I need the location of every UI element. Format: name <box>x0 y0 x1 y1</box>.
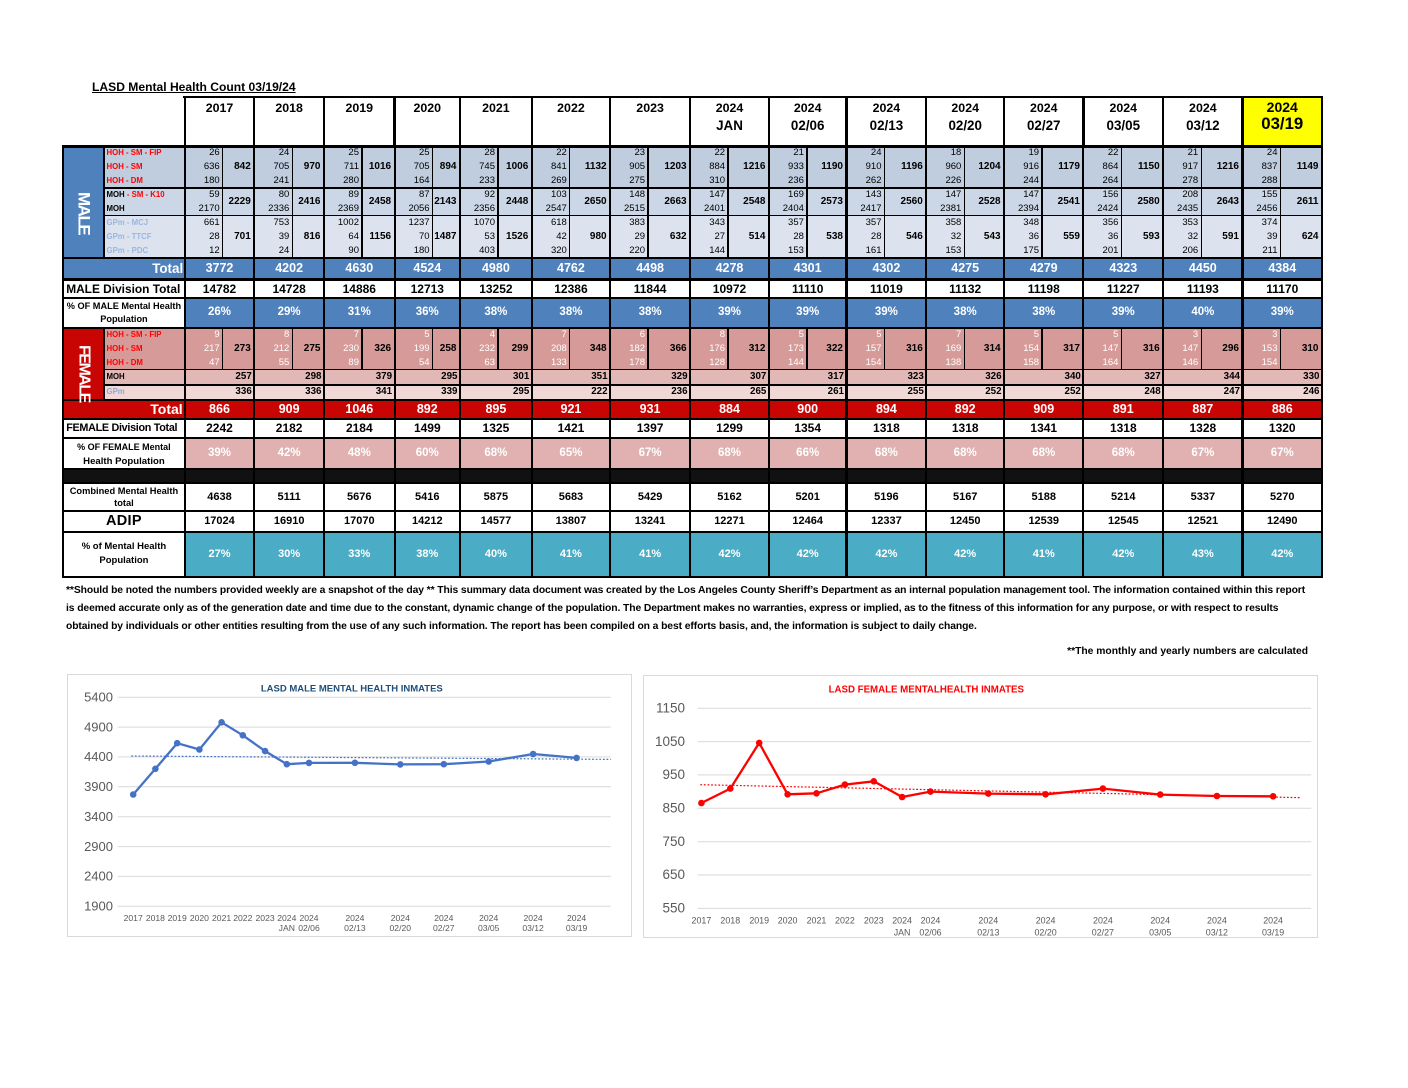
svg-text:2021: 2021 <box>806 916 826 926</box>
svg-text:2024: 2024 <box>978 916 998 926</box>
svg-text:JAN: JAN <box>279 923 295 933</box>
svg-text:1150: 1150 <box>656 701 685 716</box>
svg-text:2024: 2024 <box>1207 916 1227 926</box>
svg-text:2400: 2400 <box>84 868 113 883</box>
svg-text:2024: 2024 <box>346 913 365 923</box>
svg-text:650: 650 <box>662 867 685 882</box>
svg-text:2018: 2018 <box>146 913 165 923</box>
svg-text:4900: 4900 <box>84 719 113 734</box>
svg-text:2018: 2018 <box>720 916 740 926</box>
svg-text:2021: 2021 <box>212 913 231 923</box>
svg-text:2024: 2024 <box>1263 916 1283 926</box>
svg-text:03/12: 03/12 <box>523 923 545 933</box>
svg-text:LASD MALE MENTAL HEALTH INMATE: LASD MALE MENTAL HEALTH INMATES <box>261 683 443 694</box>
svg-text:02/20: 02/20 <box>390 923 412 933</box>
svg-text:02/13: 02/13 <box>344 923 366 933</box>
svg-text:2024: 2024 <box>1150 916 1170 926</box>
svg-text:03/12: 03/12 <box>1205 928 1227 938</box>
svg-text:3900: 3900 <box>84 779 113 794</box>
svg-text:2024: 2024 <box>434 913 453 923</box>
svg-text:1050: 1050 <box>655 734 685 749</box>
svg-text:02/06: 02/06 <box>919 928 941 938</box>
svg-text:2024: 2024 <box>277 913 296 923</box>
svg-text:2024: 2024 <box>300 913 319 923</box>
svg-text:JAN: JAN <box>893 928 910 938</box>
svg-text:2020: 2020 <box>190 913 209 923</box>
svg-text:2022: 2022 <box>233 913 252 923</box>
svg-text:2024: 2024 <box>391 913 410 923</box>
svg-text:1900: 1900 <box>84 898 113 913</box>
svg-text:03/19: 03/19 <box>1262 928 1284 938</box>
svg-text:2024: 2024 <box>524 913 543 923</box>
svg-text:03/05: 03/05 <box>478 923 500 933</box>
svg-text:2019: 2019 <box>749 916 769 926</box>
svg-text:02/27: 02/27 <box>433 923 455 933</box>
svg-text:2024: 2024 <box>892 916 912 926</box>
svg-text:02/13: 02/13 <box>977 928 999 938</box>
svg-text:2024: 2024 <box>1035 916 1055 926</box>
svg-text:5400: 5400 <box>84 689 113 704</box>
svg-text:2020: 2020 <box>777 916 797 926</box>
svg-text:2023: 2023 <box>864 916 884 926</box>
svg-text:03/19: 03/19 <box>566 923 588 933</box>
svg-text:2024: 2024 <box>567 913 586 923</box>
svg-text:2023: 2023 <box>256 913 275 923</box>
svg-text:2019: 2019 <box>168 913 187 923</box>
svg-text:4400: 4400 <box>84 749 113 764</box>
svg-text:550: 550 <box>662 901 685 916</box>
svg-text:2900: 2900 <box>84 838 113 853</box>
svg-text:2017: 2017 <box>124 913 143 923</box>
svg-text:02/06: 02/06 <box>298 923 320 933</box>
svg-text:03/05: 03/05 <box>1149 928 1171 938</box>
svg-text:850: 850 <box>662 801 685 816</box>
svg-text:2017: 2017 <box>691 916 711 926</box>
svg-text:950: 950 <box>662 767 685 782</box>
svg-text:2024: 2024 <box>1093 916 1113 926</box>
svg-text:02/20: 02/20 <box>1034 928 1056 938</box>
svg-text:02/27: 02/27 <box>1091 928 1113 938</box>
svg-text:2024: 2024 <box>479 913 498 923</box>
svg-text:LASD FEMALE MENTALHEALTH INMAT: LASD FEMALE MENTALHEALTH INMATES <box>828 685 1024 696</box>
svg-text:3400: 3400 <box>84 808 113 823</box>
svg-text:2024: 2024 <box>920 916 940 926</box>
svg-text:2022: 2022 <box>835 916 855 926</box>
svg-text:750: 750 <box>662 834 685 849</box>
